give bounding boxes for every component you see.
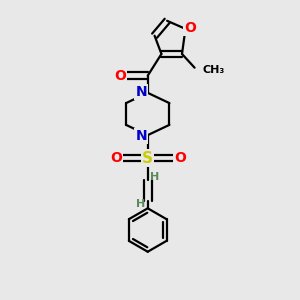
- Text: O: O: [174, 151, 186, 165]
- Text: H: H: [136, 199, 145, 209]
- Text: CH₃: CH₃: [202, 65, 225, 75]
- Text: N: N: [136, 85, 147, 99]
- Text: O: O: [184, 21, 196, 35]
- Text: H: H: [150, 172, 160, 182]
- Text: O: O: [110, 151, 122, 165]
- Text: S: S: [142, 151, 153, 166]
- Text: O: O: [114, 69, 126, 83]
- Text: N: N: [136, 129, 147, 143]
